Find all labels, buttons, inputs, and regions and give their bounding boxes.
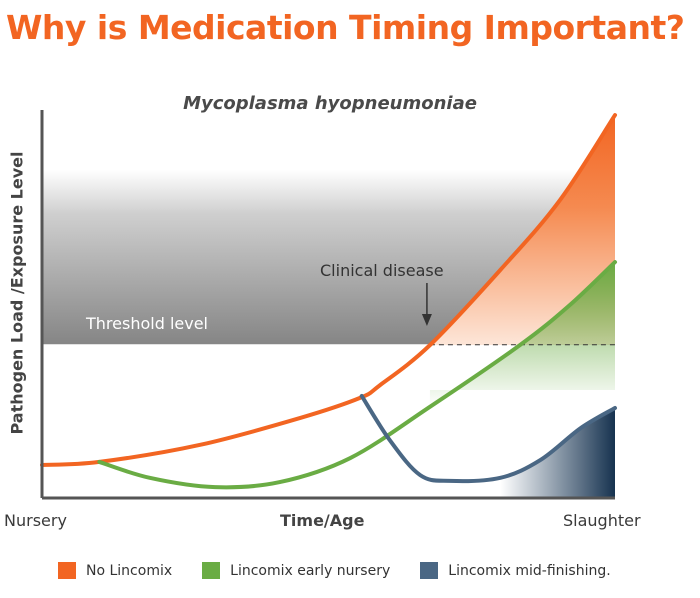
x-tick-label-slaughter: Slaughter	[563, 511, 641, 530]
x-axis-label: Time/Age	[280, 511, 365, 530]
x-tick-label-nursery: Nursery	[4, 511, 67, 530]
legend-item-early-nursery: Lincomix early nursery	[202, 562, 390, 579]
legend-swatch	[58, 562, 76, 579]
legend-swatch	[420, 562, 439, 579]
legend: No Lincomix Lincomix early nursery Linco…	[58, 562, 611, 579]
chart-subtitle: Mycoplasma hyopneumoniae	[183, 93, 477, 114]
page-title: Why is Medication Timing Important?	[6, 8, 685, 47]
threshold-label: Threshold level	[86, 314, 208, 333]
series-line-0	[40, 113, 617, 468]
legend-label: Lincomix early nursery	[230, 562, 391, 579]
series-line-2	[359, 393, 617, 484]
legend-item-no-lincomix: No Lincomix	[58, 562, 172, 579]
y-axis-label: Pathogen Load /Exposure Level	[7, 151, 27, 435]
annotation-arrow-head	[421, 314, 432, 326]
legend-swatch	[202, 562, 221, 579]
no-lincomix-area	[429, 115, 615, 346]
clinical-disease-annotation: Clinical disease	[320, 261, 444, 280]
series-line-1	[97, 260, 617, 490]
legend-item-mid-finishing: Lincomix mid-finishing.	[420, 562, 611, 579]
early-nursery-area	[429, 262, 615, 407]
legend-label: No Lincomix	[86, 562, 173, 579]
mid-finishing-area	[500, 407, 615, 498]
legend-label: Lincomix mid-finishing.	[448, 562, 611, 579]
